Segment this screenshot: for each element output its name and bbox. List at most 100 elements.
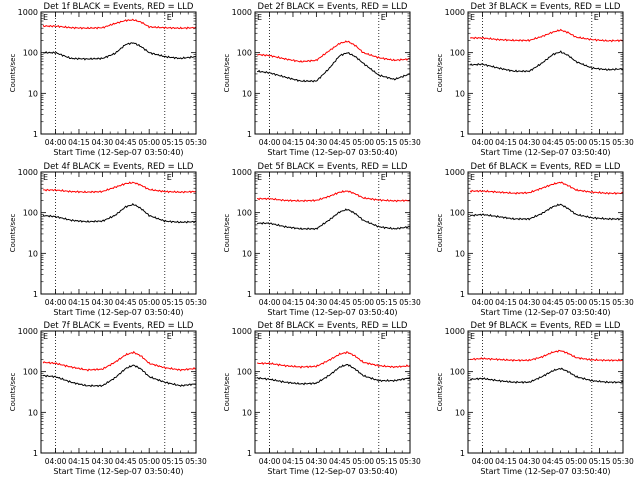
panel-title: Det 8f BLACK = Events, RED = LLD	[258, 321, 408, 331]
panel-title: Det 6f BLACK = Events, RED = LLD	[471, 162, 621, 172]
series-line-lld	[469, 181, 624, 195]
x-tick-label: 05:00	[565, 298, 587, 307]
x-tick-label: 04:15	[68, 457, 90, 466]
flag-label: E	[470, 13, 475, 22]
y-tick-label: 10	[28, 408, 38, 417]
x-axis-label: Start Time (12-Sep-07 03:50:40)	[53, 148, 183, 157]
x-axis-label: Start Time (12-Sep-07 03:50:40)	[53, 467, 183, 476]
flag-label: E	[43, 13, 48, 22]
plot-frame	[254, 171, 411, 295]
series-line-events	[469, 50, 624, 73]
x-tick-label: 04:45	[329, 298, 351, 307]
y-tick-label: 100	[237, 49, 252, 58]
x-tick-label: 04:00	[45, 457, 67, 466]
flag-label: E	[470, 173, 475, 182]
flag-label: E	[167, 173, 172, 182]
series-line-lld	[256, 351, 411, 369]
x-tick-label: 05:15	[589, 457, 611, 466]
plot-frame	[467, 11, 624, 135]
y-tick-label: 1	[247, 130, 252, 139]
y-tick-label: 1000	[445, 168, 465, 177]
flag-label: E	[594, 173, 599, 182]
x-axis-label: Start Time (12-Sep-07 03:50:40)	[53, 308, 183, 317]
y-tick-label: 1	[33, 290, 38, 299]
panel-title: Det 4f BLACK = Events, RED = LLD	[44, 162, 194, 172]
x-tick-label: 04:30	[92, 298, 114, 307]
x-tick-label: 05:00	[565, 457, 587, 466]
x-tick-label: 04:15	[68, 298, 90, 307]
x-tick-label: 04:45	[115, 138, 137, 147]
y-tick-label: 100	[237, 209, 252, 218]
y-tick-label: 100	[450, 368, 465, 377]
series-line-lld	[470, 349, 624, 362]
x-tick-label: 05:15	[162, 138, 184, 147]
y-tick-label: 100	[450, 49, 465, 58]
y-axis-label: Counts/sec	[436, 54, 444, 93]
y-tick-label: 1000	[232, 8, 252, 17]
plot-frame	[40, 171, 197, 295]
x-axis-label: Start Time (12-Sep-07 03:50:40)	[267, 148, 397, 157]
y-tick-label: 10	[28, 89, 38, 98]
y-axis-label: Counts/sec	[223, 214, 231, 253]
y-tick-label: 100	[23, 368, 38, 377]
series-line-lld	[42, 18, 197, 30]
x-tick-label: 04:45	[542, 457, 564, 466]
x-tick-label: 04:00	[472, 138, 494, 147]
panel-title: Det 5f BLACK = Events, RED = LLD	[258, 162, 408, 172]
y-tick-label: 10	[28, 249, 38, 258]
x-tick-label: 05:30	[185, 138, 207, 147]
flag-label: E	[43, 332, 48, 341]
x-tick-label: 04:00	[472, 298, 494, 307]
x-axis-label: Start Time (12-Sep-07 03:50:40)	[480, 148, 610, 157]
series-line-lld	[257, 40, 411, 63]
y-tick-label: 10	[242, 89, 252, 98]
plot-frame	[467, 171, 624, 295]
plot-frame	[467, 330, 624, 454]
y-axis-label: Counts/sec	[436, 214, 444, 253]
x-tick-label: 05:30	[185, 298, 207, 307]
x-tick-label: 04:00	[259, 138, 281, 147]
series-line-lld	[43, 181, 197, 194]
x-tick-label: 05:15	[376, 298, 398, 307]
series-line-lld	[257, 189, 411, 203]
flag-label: E	[257, 173, 262, 182]
x-axis-label: Start Time (12-Sep-07 03:50:40)	[480, 308, 610, 317]
x-tick-label: 04:45	[329, 457, 351, 466]
x-axis-label: Start Time (12-Sep-07 03:50:40)	[480, 467, 610, 476]
y-tick-label: 100	[23, 209, 38, 218]
flag-label: E	[381, 332, 386, 341]
y-tick-label: 10	[455, 408, 465, 417]
panel-title: Det 2f BLACK = Events, RED = LLD	[258, 2, 408, 12]
y-tick-label: 10	[455, 249, 465, 258]
flag-label: E	[257, 332, 262, 341]
x-tick-label: 05:30	[399, 138, 421, 147]
x-tick-label: 04:30	[92, 457, 114, 466]
x-tick-label: 04:15	[282, 298, 304, 307]
y-tick-label: 1	[460, 290, 465, 299]
series-line-events	[256, 364, 411, 386]
y-tick-label: 1	[460, 449, 465, 458]
x-tick-label: 05:00	[352, 298, 374, 307]
x-tick-label: 05:30	[399, 298, 421, 307]
y-tick-label: 10	[242, 249, 252, 258]
y-tick-label: 1	[33, 130, 38, 139]
x-tick-label: 04:15	[282, 138, 304, 147]
y-tick-label: 1	[247, 449, 252, 458]
x-axis-label: Start Time (12-Sep-07 03:50:40)	[267, 467, 397, 476]
x-tick-label: 04:00	[45, 138, 67, 147]
y-tick-label: 100	[237, 368, 252, 377]
series-line-events	[42, 202, 197, 224]
series-line-events	[256, 208, 411, 231]
x-tick-label: 04:15	[68, 138, 90, 147]
x-tick-label: 04:30	[306, 138, 328, 147]
y-tick-label: 100	[450, 209, 465, 218]
y-tick-label: 1000	[232, 327, 252, 336]
y-axis-label: Counts/sec	[223, 373, 231, 412]
panel-title: Det 7f BLACK = Events, RED = LLD	[44, 321, 194, 331]
